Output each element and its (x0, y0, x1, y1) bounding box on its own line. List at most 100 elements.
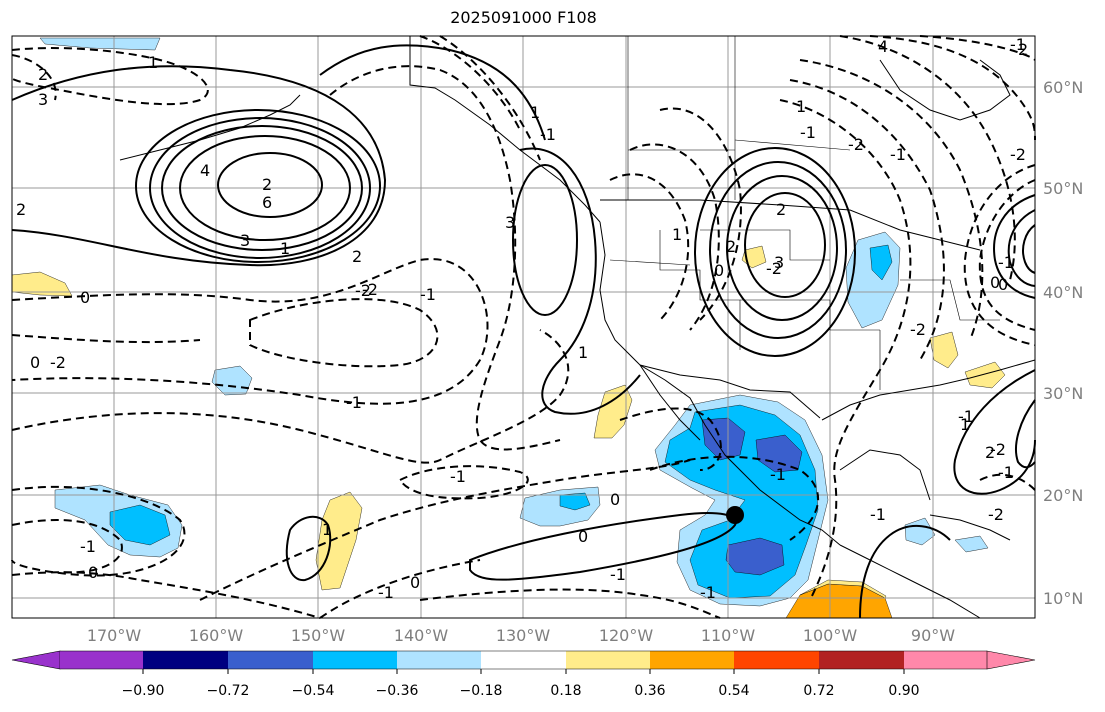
lat-label-60n: 60°N (1043, 78, 1084, 97)
contour-label: 4 (200, 161, 210, 180)
contour-label: -1 (770, 465, 786, 484)
anomaly-blue-alaska-top (39, 37, 161, 51)
map-title: 2025091000 F108 (450, 8, 597, 27)
contour-label: -1 (540, 125, 556, 144)
contour-label: -1 (998, 463, 1014, 482)
dashed-contours (11, 35, 1036, 619)
colorbar-extend-left (11, 650, 61, 670)
anomaly-cyan-hawaii (109, 504, 171, 546)
cuba (929, 514, 1011, 541)
contour-label: -1 (80, 537, 96, 556)
contour-label: 3 (505, 213, 515, 232)
colorbar-tick-label: −0.36 (375, 683, 419, 699)
anomaly-darkblue-east (755, 434, 803, 473)
contour-label: 1 (796, 97, 806, 116)
contour-label: -1 (870, 505, 886, 524)
contour-label: 3 (774, 253, 784, 272)
colorbar-segment (313, 651, 397, 669)
contour-labels: 1 2 3 4 6 3 1 2 -2 0 2 2 0 -1 -1 -1 -1 -… (16, 35, 1028, 602)
lon-label-130w: 130°W (495, 626, 551, 645)
contour-label: -2 (355, 281, 371, 300)
contour-label: -1 (420, 285, 436, 304)
contour-label: 2 (985, 443, 995, 462)
contour-label: 2 (726, 237, 736, 256)
contour-label: -1 (890, 145, 906, 164)
contour-label: 2 (1018, 40, 1028, 59)
contour-label: 1 (280, 239, 290, 258)
contour-label: -2 (362, 280, 378, 299)
contour-label: 4 (878, 37, 888, 56)
contour-label: 0 (610, 490, 620, 509)
colorbar-ticks (142, 669, 905, 674)
contour-label: 2 (352, 247, 362, 266)
colorbar-segment (819, 651, 904, 669)
contour-label: -1 (800, 123, 816, 142)
contour-label: 2 (16, 200, 26, 219)
contour-label: -1 (700, 583, 716, 602)
contour-label: 2 (38, 65, 48, 84)
lon-label-160w: 160°W (188, 626, 244, 645)
contour-label: 0 (88, 563, 98, 582)
solid-contours (11, 44, 1036, 619)
storm-center-marker (726, 506, 744, 524)
lon-label-110w: 110°W (700, 626, 756, 645)
anomaly-yellow-south-edge (799, 579, 887, 599)
contour-label: 2 (776, 200, 786, 219)
colorbar-tick-label: 0.54 (718, 683, 750, 699)
anomaly-yellow-hawaii-east (315, 491, 363, 591)
colorbar (11, 650, 1036, 674)
shaded-anomalies (11, 37, 1006, 619)
contour-label: -1 (610, 565, 626, 584)
lon-label-100w: 100°W (802, 626, 858, 645)
contour-label: -1 (998, 253, 1014, 272)
contour-label: 2 (262, 175, 272, 194)
lon-label-170w: 170°W (86, 626, 142, 645)
contour-label: 0 (998, 275, 1008, 294)
colorbar-tick-label: −0.18 (459, 683, 503, 699)
contour-label: 0 (714, 261, 724, 280)
anomaly-cyan-plains (869, 244, 893, 281)
west-coast (599, 221, 841, 546)
colorbar-segment (397, 651, 481, 669)
us-mexico-border (639, 364, 821, 419)
colorbar-tick-label: 0.90 (888, 683, 920, 699)
contour-label: -1 (1010, 35, 1026, 54)
lat-label-30n: 30°N (1043, 384, 1084, 403)
contour-label: 1 (960, 415, 970, 434)
central-america (839, 544, 981, 619)
lat-label-40n: 40°N (1043, 283, 1084, 302)
contour-label: -2 (1010, 145, 1026, 164)
lat-label-20n: 20°N (1043, 486, 1084, 505)
colorbar-segment (734, 651, 819, 669)
contour-label: 1 (578, 343, 588, 362)
colorbar-segment (143, 651, 228, 669)
colorbar-segment (60, 651, 143, 669)
lat-label-50n: 50°N (1043, 179, 1084, 198)
colorbar-tick-label: −0.72 (206, 683, 250, 699)
anomaly-yellow-southeast-2 (964, 361, 1006, 389)
contour-label: -1 (450, 467, 466, 486)
contour-label: 3 (240, 231, 250, 250)
colorbar-tick-label: −0.54 (291, 683, 335, 699)
lon-label-120w: 120°W (598, 626, 654, 645)
colorbar-tick-label: 0.18 (550, 683, 582, 699)
lat-label-10n: 10°N (1043, 589, 1084, 608)
colorbar-segment (650, 651, 734, 669)
coastlines (119, 36, 1036, 619)
anomaly-blue-caribbean-2 (954, 535, 989, 553)
yucatan (839, 449, 931, 501)
contour-label: 0 (410, 573, 420, 592)
baja-peninsula (639, 364, 701, 441)
anomaly-blue-caribbean (904, 517, 936, 546)
colorbar-segment (481, 651, 566, 669)
contour-label: 1 (530, 103, 540, 122)
contour-label: 0 (30, 353, 40, 372)
contour-label: -2 (766, 259, 782, 278)
contour-label: 3 (38, 90, 48, 109)
contour-label: 6 (262, 193, 272, 212)
lon-label-140w: 140°W (393, 626, 449, 645)
colorbar-segment (566, 651, 650, 669)
lon-label-90w: 90°W (910, 626, 956, 645)
lon-label-150w: 150°W (290, 626, 346, 645)
